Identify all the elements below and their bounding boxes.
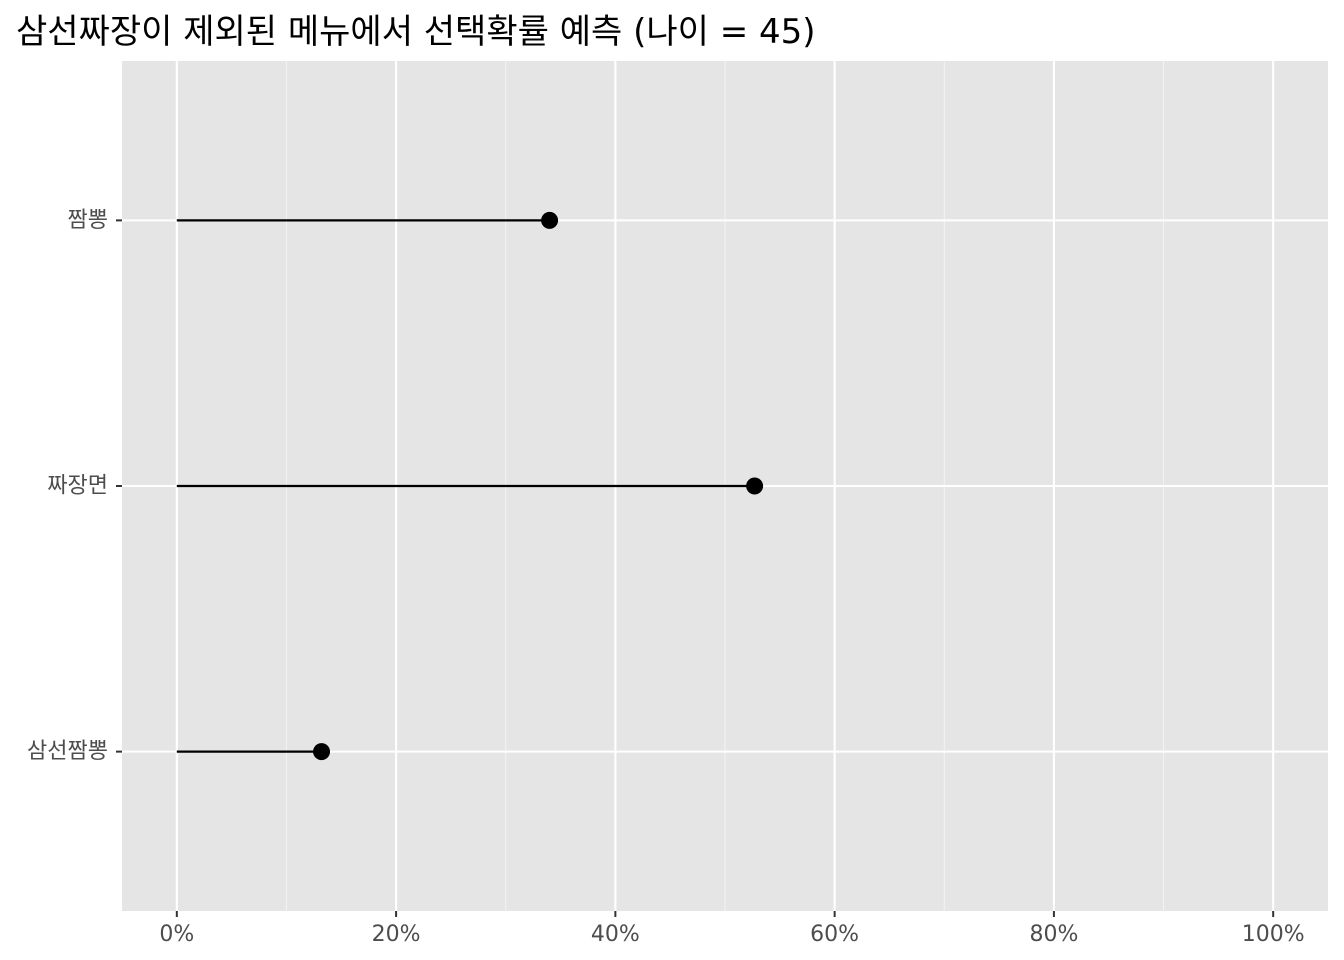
y-tick-label: 삼선짬뽕 <box>27 739 108 764</box>
x-tick-label: 20% <box>372 922 421 947</box>
y-tick-label: 짬뽕 <box>68 208 108 233</box>
data-marks <box>176 211 764 761</box>
lollipop-point <box>313 743 331 761</box>
x-tick-label: 80% <box>1029 922 1078 947</box>
x-tick-label: 40% <box>591 922 640 947</box>
lollipop-point <box>541 211 559 229</box>
x-tick-label: 0% <box>159 922 194 947</box>
chart-title: 삼선짜장이 제외된 메뉴에서 선택확률 예측 (나이 = 45) <box>16 12 816 52</box>
x-tick-label: 60% <box>810 922 859 947</box>
lollipop-point <box>746 477 764 495</box>
y-tick-label: 짜장면 <box>47 474 108 499</box>
x-tick-label: 100% <box>1242 922 1305 947</box>
